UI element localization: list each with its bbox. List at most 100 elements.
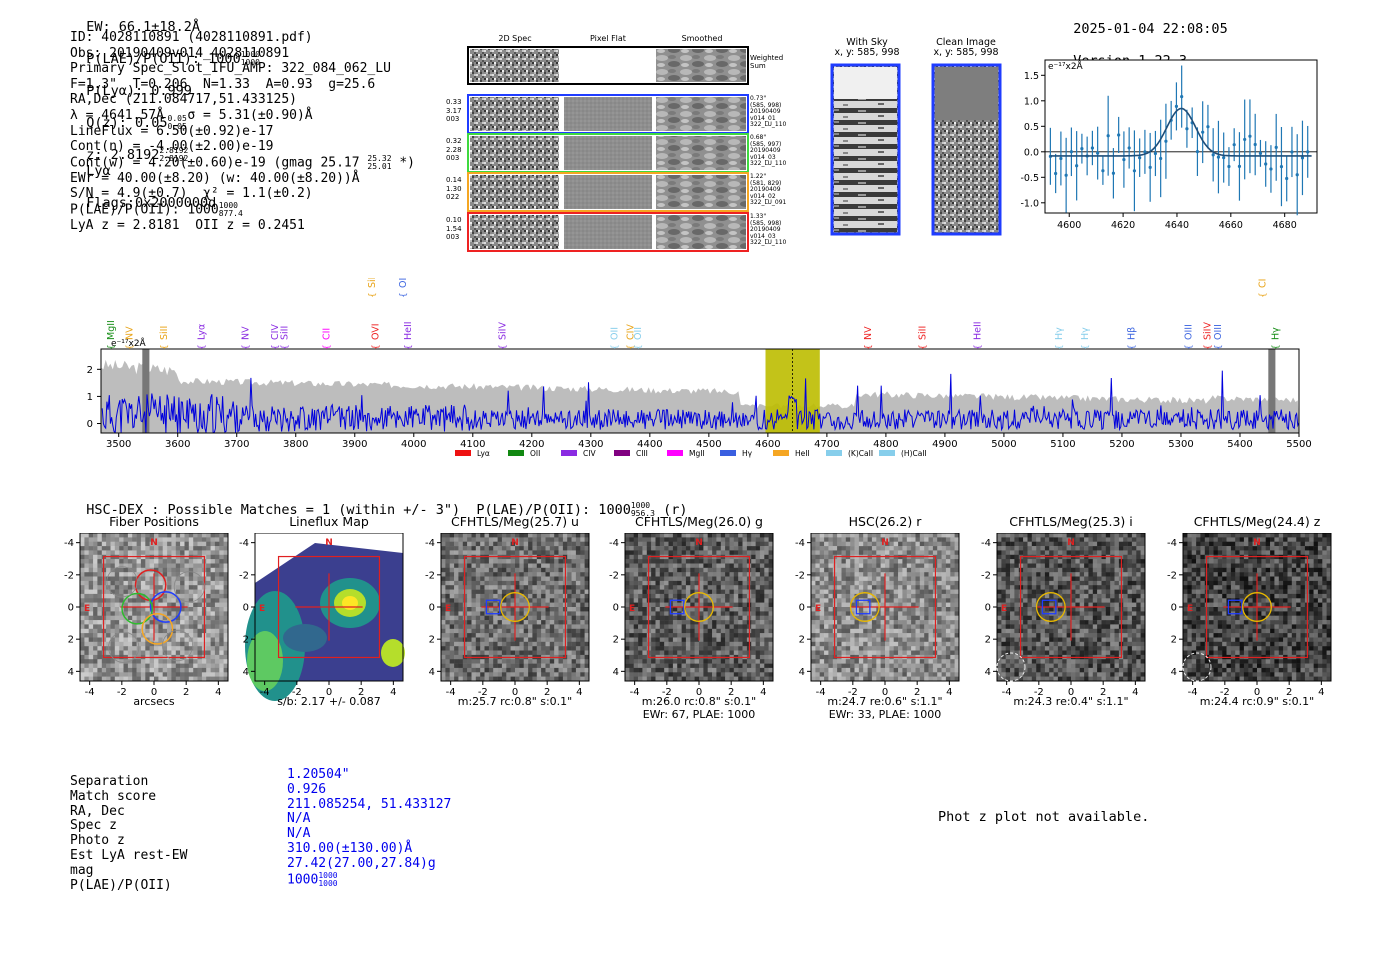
fit-point — [1138, 156, 1142, 160]
fit-point — [1201, 130, 1205, 134]
cutout-x-tick: -2 — [1220, 687, 1230, 698]
fiber-pixelflat — [564, 97, 652, 131]
cutout-y-tick: -4 — [795, 538, 805, 549]
line-marker-label: CII — [321, 328, 332, 340]
match-value: 1.20504" — [287, 767, 350, 782]
cutout-y-tick: 4 — [799, 667, 805, 678]
east-label: E — [815, 604, 821, 614]
match-value: 1000 1000 1000 — [287, 870, 338, 888]
line-marker-label: CIV — [625, 324, 636, 340]
cutout-x-tick: 2 — [544, 687, 550, 698]
fit-point — [1153, 151, 1158, 156]
fit-point — [1159, 156, 1163, 161]
cutout-title: Fiber Positions — [109, 514, 199, 529]
cutout-x-tick: -4 — [85, 687, 95, 698]
line-marker-label: HeII — [972, 321, 983, 340]
line-marker-label: OII — [609, 327, 620, 340]
fit-point — [1059, 156, 1063, 161]
info-contw: Cont(w) = 4.20(±0.60)e-19 (gmag 25.17 25… — [70, 153, 415, 171]
search-box — [1019, 555, 1123, 659]
header-summary: EW: 66.1±18.2Å P(LAE)/P(OII): 1000 1000 10… — [70, 3, 260, 211]
line-marker-label: Hγ — [1270, 327, 1281, 340]
legend-label: CIV — [583, 449, 596, 458]
detection-marker — [1041, 599, 1057, 615]
spec2d-panel — [467, 46, 749, 252]
fiber-row-right-label: 0.68" (585, 997) 20190409 v014_03 322_LU_110 — [750, 134, 787, 167]
line-marker-label: OII — [398, 278, 409, 288]
match-value: N/A — [287, 811, 311, 827]
fiber-smoothed — [656, 215, 746, 249]
cutout-x-tick: 4 — [576, 687, 582, 698]
line-marker-label: SiIV — [367, 278, 378, 288]
spectrum-chart: 3500 3600 3700 3800 3900 4000 4100 4200 4300 4400… — [87, 278, 1312, 458]
fit-model-curve — [1050, 107, 1312, 157]
fit-x-tick: 4640 — [1165, 220, 1189, 231]
fit-point — [1064, 173, 1068, 177]
line-marker-brace: { — [404, 344, 414, 350]
fit-point — [1274, 145, 1278, 149]
cutout-caption: arcsecs — [133, 695, 175, 708]
search-box — [833, 555, 937, 659]
cutout-title: Lineflux Map — [289, 514, 369, 529]
spectrum-x-tick: 3700 — [224, 439, 249, 450]
fiber-row-left-label: 0.14 1.30 022 — [446, 176, 462, 201]
cutout-y-tick: 4 — [1171, 667, 1177, 678]
line-marker-label: NV — [241, 326, 252, 340]
fit-y-tick: 0.0 — [1024, 147, 1039, 158]
spectrum-x-tick: 5100 — [1050, 439, 1075, 450]
clean-image-title: Clean Image x, y: 585, 998 — [933, 37, 999, 58]
spectrum-x-tick: 5300 — [1168, 439, 1193, 450]
info-ewr: EWr = 40.00(±8.20) (w: 40.00(±8.20))Å — [70, 170, 360, 186]
z-value: z: 2.8192 — [86, 147, 160, 163]
spectrum-x-tick: 5500 — [1286, 439, 1311, 450]
cutout-y-tick: -4 — [425, 538, 435, 549]
fiber-pixelflat — [564, 215, 652, 249]
fit-x-tick: 4600 — [1057, 220, 1081, 231]
spectrum-x-tick: 3800 — [283, 439, 308, 450]
spectrum-x-tick: 4200 — [519, 439, 544, 450]
cutout-y-tick: 4 — [429, 667, 435, 678]
fiber-circle — [141, 612, 174, 645]
fit-point — [1253, 142, 1257, 147]
fit-y-tick: 1.5 — [1024, 71, 1039, 82]
cutout-image: N E -4 4 -2 2 0 0 2 -2 4 -4 — [425, 533, 590, 698]
line-marker-brace: { — [399, 292, 409, 298]
fiber-pixelflat — [564, 136, 652, 170]
fit-point — [1148, 165, 1152, 169]
cutout-y-tick: -4 — [239, 538, 249, 549]
legend-label: MgII — [689, 449, 705, 458]
weighted-sum-smoothed — [656, 49, 746, 82]
line-marker-brace: { — [368, 292, 378, 298]
fit-point — [1164, 139, 1168, 143]
cutout-y-tick: 4 — [985, 667, 991, 678]
datetime: 2025-01-04 22:08:05 — [1073, 21, 1228, 37]
fit-point — [1106, 134, 1110, 138]
cutout-x-tick: 4 — [760, 687, 766, 698]
line-marker-label: NV — [124, 326, 135, 340]
search-box — [277, 555, 381, 659]
line-marker-brace: { — [1204, 344, 1214, 350]
fit-point — [1258, 151, 1263, 155]
match-value: 0.926 — [287, 781, 327, 797]
fiber-row-right-label: 1.22" (581, 829) 20190409 v014_02 322_LU_091 — [750, 173, 787, 206]
fit-point — [1180, 94, 1184, 99]
fit-point — [1285, 176, 1289, 181]
fit-point — [1227, 164, 1231, 169]
line-marker-label: SiII — [917, 326, 928, 340]
match-value: N/A — [287, 826, 311, 842]
cutout-x-tick: 0 — [1068, 687, 1074, 698]
fit-point — [1248, 134, 1252, 138]
spectrum-x-tick: 3600 — [165, 439, 190, 450]
catalog-aperture — [684, 592, 714, 622]
line-marker-label: SiII — [280, 326, 291, 340]
match-label: Separation — [70, 774, 149, 789]
fiber-2dspec — [470, 215, 559, 249]
fit-point — [1300, 156, 1305, 160]
match-value: 27.42(27.00,27.84)g — [287, 855, 436, 871]
legend-swatch — [826, 450, 842, 456]
spectrum-x-tick: 5000 — [991, 439, 1016, 450]
info-lineflux: LineFlux = 6.50(±0.92)e-17 — [70, 123, 274, 139]
fit-point — [1101, 169, 1105, 173]
line-marker-brace: { — [271, 344, 281, 350]
fit-point — [1122, 157, 1126, 162]
